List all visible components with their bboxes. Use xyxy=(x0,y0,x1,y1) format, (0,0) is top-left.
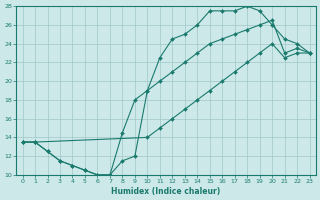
X-axis label: Humidex (Indice chaleur): Humidex (Indice chaleur) xyxy=(111,187,221,196)
